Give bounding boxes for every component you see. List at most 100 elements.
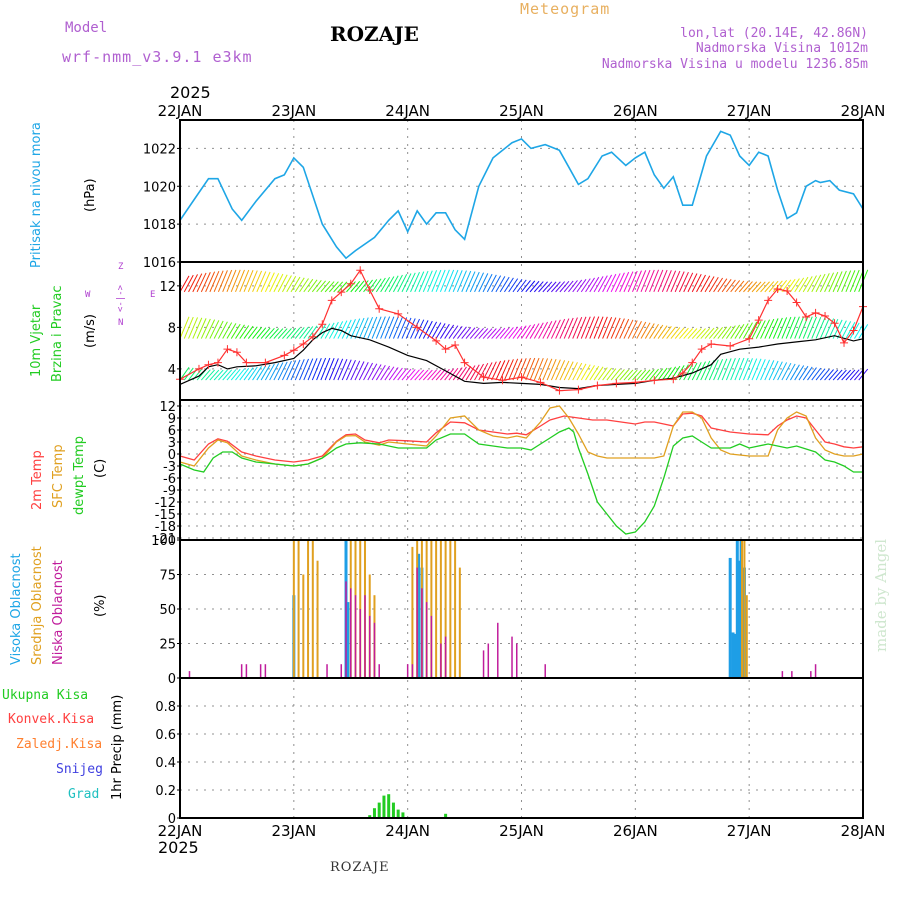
cloud-low-bar [425, 602, 428, 678]
wind-barb [371, 316, 382, 339]
wind-barb [525, 280, 536, 293]
wind-barb [367, 363, 378, 381]
wind-barb [734, 280, 745, 293]
wind-barb [811, 367, 822, 381]
wind-gust-marker [346, 279, 355, 288]
wind-barb [841, 369, 852, 381]
wind-gust-marker [261, 358, 270, 367]
wind-barb [551, 281, 561, 293]
wind-barb [457, 326, 467, 339]
wind-barb [200, 369, 211, 381]
wind-barb [431, 322, 442, 339]
wind-barb [751, 281, 762, 293]
wind-barb [474, 272, 484, 293]
wind-barb [785, 363, 796, 381]
wind-barb [230, 269, 241, 293]
temp-ytick-label: 3 [168, 436, 176, 451]
wind-barb [333, 358, 344, 381]
wind-barb [290, 359, 301, 381]
precip-label-freezing: Zaledj.Kisa [16, 737, 103, 752]
wind-barb [388, 275, 399, 293]
wind-gust-marker [612, 379, 621, 388]
wind-barb [597, 275, 608, 293]
wind-label-1: 10m Vjetar [29, 304, 44, 377]
wind-barb [294, 277, 305, 293]
wind-barb [508, 326, 519, 339]
wind-barb [350, 360, 361, 381]
wind-barb [375, 277, 386, 293]
cloud-low-bar [814, 664, 817, 678]
cloud-high-bar [728, 557, 732, 678]
wind-barb [205, 319, 216, 339]
wind-barb [661, 270, 672, 293]
wind-barb [636, 270, 647, 293]
wind-barb [508, 278, 519, 293]
wind-barb [384, 316, 395, 339]
wind-barb [316, 357, 327, 381]
precip-label-total: Ukupna Kisa [2, 688, 89, 703]
wind-barb [563, 280, 574, 293]
wind-barb [836, 270, 847, 293]
grid-lines [180, 120, 863, 818]
wind-barb [555, 360, 566, 381]
wind-barb [422, 270, 433, 293]
wind-gust-marker [204, 360, 213, 369]
wind-barb [836, 320, 847, 339]
pressure-ytick-label: 1022 [143, 142, 176, 157]
wind-barb [777, 362, 788, 381]
wind-barb [657, 269, 668, 293]
wind-barb [375, 316, 386, 339]
wind-barb [521, 280, 531, 293]
wind-barb [533, 322, 544, 339]
wind-barb [461, 270, 472, 293]
wind-barb [777, 317, 788, 339]
wind-barb [610, 368, 621, 381]
wind-barb [444, 324, 455, 339]
cloud-mid-bar [302, 574, 305, 678]
wind-barb [610, 317, 621, 339]
wind-barb [397, 274, 408, 293]
cloud-mid-bar [454, 540, 457, 678]
wind-barb [290, 327, 301, 339]
wind-barb [474, 328, 484, 339]
wind-barb [226, 369, 237, 381]
wind-barb [478, 328, 489, 339]
wind-barb [828, 319, 839, 339]
wind-barb [819, 273, 830, 293]
wind-barb [593, 276, 604, 293]
precip-label-convective: Konvek.Kisa [8, 712, 95, 727]
wind-barb [725, 358, 736, 381]
wind-barb [486, 274, 497, 293]
wind-barb [772, 317, 783, 339]
pressure-ytick-label: 1020 [143, 180, 176, 195]
wind-barb [222, 369, 233, 381]
temp-2m-line [179, 412, 864, 463]
wind-barb [495, 360, 506, 381]
wind-gust-marker [745, 334, 754, 343]
wind-barbs [179, 269, 869, 381]
wind-barb [841, 321, 852, 339]
wind-barb [346, 360, 356, 381]
precip-ytick-label: 0.2 [155, 784, 176, 799]
cloud-high-bar [417, 553, 421, 678]
wind-barb [444, 269, 455, 293]
wind-barb [346, 319, 356, 339]
cloud-low-bar [350, 588, 352, 678]
wind-barb [294, 327, 305, 339]
cloud-low-bar [411, 664, 414, 678]
wind-barb [205, 369, 215, 381]
wind-barb [589, 316, 600, 339]
wind-barb [286, 276, 297, 293]
temp-panel-frame [179, 399, 864, 541]
wind-barb [422, 320, 433, 339]
wind-barb [324, 358, 335, 381]
wind-gust-marker [707, 339, 716, 348]
wind-barb [785, 316, 796, 339]
wind-barb [256, 271, 267, 293]
wind-barb [845, 270, 856, 293]
year-bottom: 2025 [158, 838, 199, 857]
wind-barb [653, 269, 664, 293]
x-tick-label-top: 27JAN [727, 102, 772, 120]
wind-barb [512, 358, 523, 381]
cloud-ytick-label: 25 [159, 638, 176, 653]
